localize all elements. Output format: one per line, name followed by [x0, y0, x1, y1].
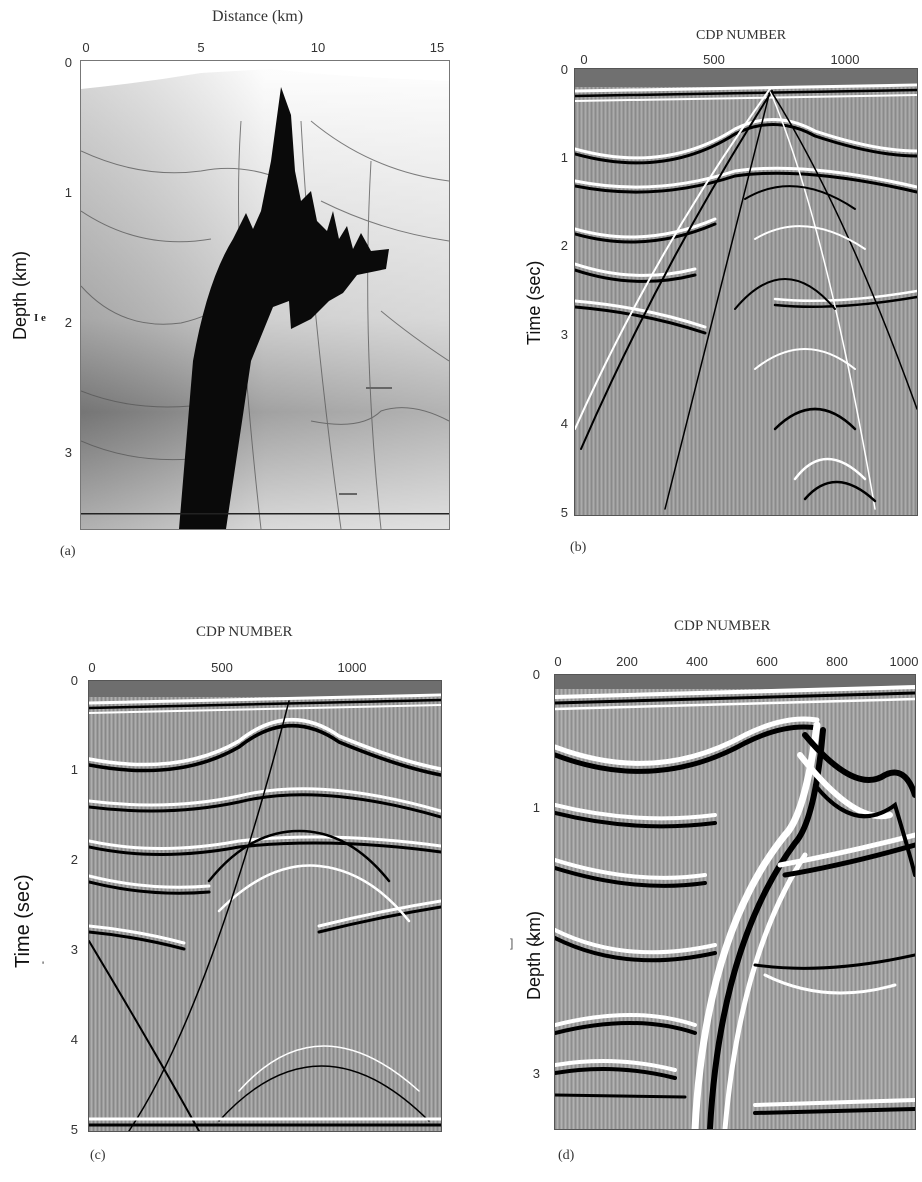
- y-tick-label: 2: [532, 933, 540, 948]
- x-tick-label: 15: [429, 40, 445, 55]
- velocity-model-image: [81, 61, 449, 529]
- seismic-section-image: [89, 681, 441, 1131]
- y-tick-label: 0: [70, 673, 78, 688]
- y-tick-label: 1: [70, 762, 78, 777]
- x-tick-label: 0: [580, 52, 588, 67]
- y-axis-title: Depth (km): [524, 910, 544, 1000]
- panel-label: (d): [558, 1148, 575, 1163]
- y-tick-label: 5: [560, 505, 568, 520]
- x-tick-label: 800: [826, 654, 848, 669]
- x-tick-label: 400: [686, 654, 708, 669]
- y-tick-label: 1: [64, 185, 72, 200]
- y-axis-annotation: ]: [510, 936, 514, 950]
- seismic-section-plot: [88, 680, 442, 1132]
- panel-label: (b): [570, 540, 587, 555]
- depth-image-plot: [554, 674, 916, 1130]
- x-tick-label: 500: [211, 660, 233, 675]
- y-tick-label: 1: [560, 150, 568, 165]
- x-axis-title: CDP NUMBER: [696, 28, 787, 43]
- velocity-model-plot: [80, 60, 450, 530]
- y-tick-label: 4: [560, 416, 568, 431]
- x-tick-label: 0: [554, 654, 562, 669]
- x-tick-label: 1000: [830, 52, 860, 67]
- x-tick-label: 1000: [337, 660, 367, 675]
- y-axis-annotation: ': [42, 960, 45, 972]
- x-tick-label: 10: [310, 40, 326, 55]
- y-tick-label: 3: [532, 1066, 540, 1081]
- y-tick-label: 1: [532, 800, 540, 815]
- y-tick-label: 3: [70, 942, 78, 957]
- x-tick-label: 600: [756, 654, 778, 669]
- y-axis-title: Time (sec): [12, 874, 34, 968]
- y-tick-label: 2: [560, 238, 568, 253]
- y-axis-annotation: I e: [34, 312, 46, 324]
- y-tick-label: 5: [70, 1122, 78, 1137]
- seismic-section-image: [575, 69, 917, 515]
- y-axis-title: Depth (km): [10, 250, 30, 340]
- x-tick-label: 1000: [889, 654, 919, 669]
- panel-label: (c): [90, 1148, 106, 1163]
- x-tick-label: 0: [82, 40, 90, 55]
- y-tick-label: 2: [70, 852, 78, 867]
- x-axis-title: Distance (km): [212, 8, 304, 25]
- x-axis-title: CDP NUMBER: [196, 624, 293, 640]
- depth-image: [555, 675, 915, 1129]
- y-tick-label: 3: [64, 445, 72, 460]
- panel-label: (a): [60, 544, 76, 559]
- x-tick-label: 5: [197, 40, 205, 55]
- seismic-section-plot: [574, 68, 918, 516]
- x-tick-label: 0: [88, 660, 96, 675]
- x-tick-label: 200: [616, 654, 638, 669]
- y-tick-label: 2: [64, 315, 72, 330]
- x-tick-label: 500: [703, 52, 725, 67]
- y-tick-label: 0: [64, 55, 72, 70]
- y-axis-title: Time (sec): [524, 260, 544, 345]
- y-tick-label: 3: [560, 327, 568, 342]
- y-tick-label: 0: [560, 62, 568, 77]
- y-tick-label: 4: [70, 1032, 78, 1047]
- y-tick-label: 0: [532, 667, 540, 682]
- x-axis-title: CDP NUMBER: [674, 618, 771, 634]
